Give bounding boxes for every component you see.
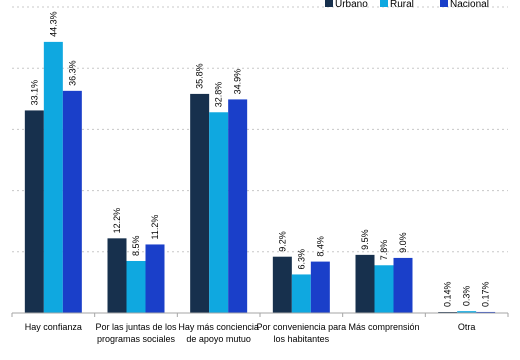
- data-label: 9.0%: [398, 232, 408, 253]
- data-label: 9.5%: [360, 229, 370, 250]
- legend-label-urbano: Urbano: [335, 0, 368, 10]
- category-label: Otra: [458, 322, 476, 332]
- category-label-line: los habitantes: [274, 334, 330, 344]
- legend: Urbano Rural Nacional: [325, 0, 489, 10]
- bar-rural: [209, 112, 229, 313]
- bar-nacional: [476, 311, 496, 313]
- data-label: 9.2%: [277, 231, 287, 252]
- bar-nacional: [393, 257, 413, 313]
- category-label: Hay más conciencia de apoyo mutuo: [178, 322, 259, 344]
- category-label: Más comprensión: [348, 322, 419, 332]
- bar-nacional: [228, 99, 248, 313]
- bars: [24, 41, 496, 314]
- x-axis-ticks: [11, 313, 509, 317]
- legend-swatch-rural: [380, 0, 388, 7]
- data-label: 6.3%: [296, 249, 306, 270]
- data-label: 35.8%: [195, 63, 205, 89]
- category-label-line: Hay más conciencia: [178, 322, 259, 332]
- category-label-line: programas sociales: [97, 334, 176, 344]
- bar-rural: [457, 311, 477, 313]
- category-label: Hay confianza: [25, 322, 82, 332]
- bar-urbano: [107, 238, 127, 313]
- legend-swatch-nacional: [440, 0, 448, 7]
- data-label: 32.8%: [214, 82, 224, 108]
- bar-rural: [126, 260, 146, 313]
- category-label: Por las juntas de los programas sociales: [95, 322, 177, 344]
- category-label-line: Otra: [458, 322, 476, 332]
- data-label: 11.2%: [150, 215, 160, 240]
- bar-nacional: [310, 261, 330, 313]
- data-label: 44.3%: [48, 11, 58, 37]
- data-label: 0.14%: [443, 281, 453, 307]
- category-label-line: Hay confianza: [25, 322, 82, 332]
- data-label: 8.5%: [131, 235, 141, 256]
- bar-nacional: [145, 244, 165, 313]
- category-label-line: Por las juntas de los: [95, 322, 177, 332]
- legend-swatch-urbano: [325, 0, 333, 7]
- data-label: 34.9%: [233, 69, 243, 95]
- bar-nacional: [62, 90, 82, 314]
- legend-label-rural: Rural: [390, 0, 414, 10]
- category-label-line: de apoyo mutuo: [186, 334, 251, 344]
- category-label: Por conveniencia para los habitantes: [257, 322, 347, 344]
- data-label: 8.4%: [315, 236, 325, 257]
- bar-urbano: [24, 110, 44, 313]
- bar-urbano: [355, 254, 375, 313]
- data-label: 12.2%: [112, 208, 122, 234]
- category-labels: Hay confianza Por las juntas de los progra…: [25, 322, 476, 344]
- data-label: 7.8%: [379, 240, 389, 261]
- bar-urbano: [190, 93, 210, 314]
- data-label: 0.3%: [462, 286, 472, 307]
- bar-rural: [43, 41, 63, 313]
- gridlines: [12, 6, 508, 253]
- category-label-line: Más comprensión: [348, 322, 419, 332]
- bar-urbano: [272, 256, 292, 313]
- category-label-line: Por conveniencia para: [257, 322, 347, 332]
- data-labels: 33.1% 44.3% 36.3% 12.2% 8.5% 11.2% 35.8% 32.8% 3…: [29, 11, 490, 307]
- legend-label-nacional: Nacional: [450, 0, 489, 10]
- bar-rural: [374, 265, 394, 313]
- data-label: 33.1%: [29, 80, 39, 106]
- bar-rural: [291, 274, 311, 313]
- data-label: 0.17%: [481, 281, 491, 307]
- data-label: 36.3%: [67, 60, 77, 86]
